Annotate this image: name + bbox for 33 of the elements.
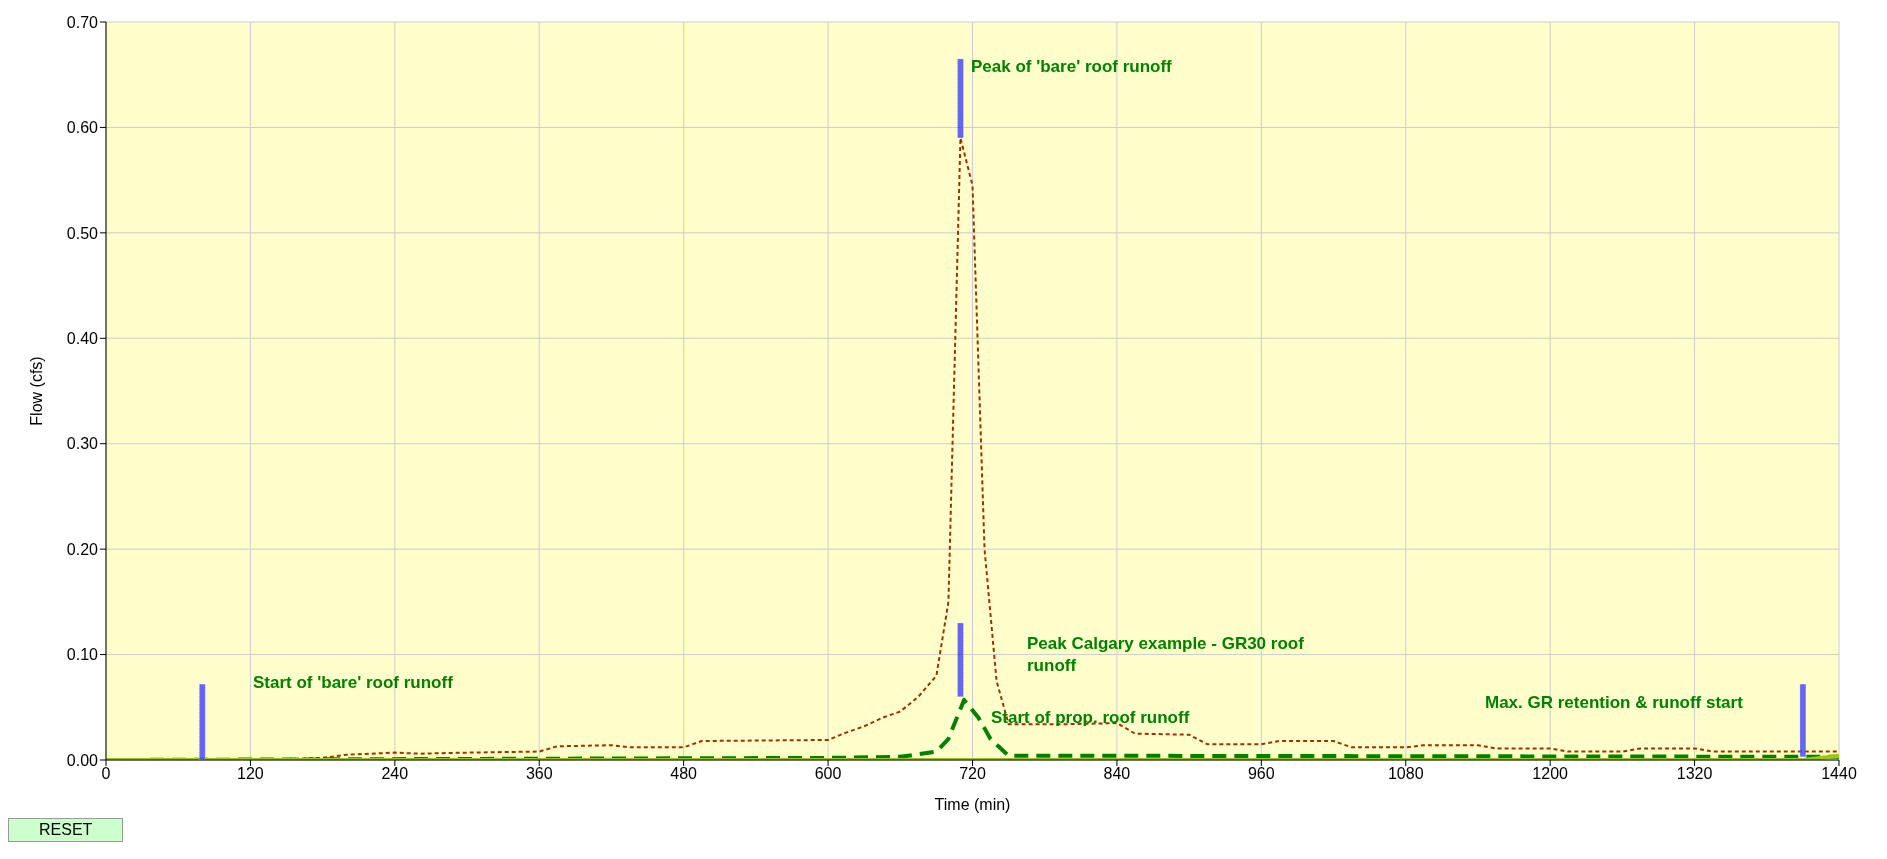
- y-tick-label: 0.50: [66, 224, 99, 242]
- bar: [957, 58, 964, 139]
- x-tick-label: 840: [1103, 765, 1131, 783]
- y-tick-label: 0.20: [66, 540, 99, 558]
- y-tick-label: 0.30: [66, 435, 99, 453]
- bar: [1799, 683, 1807, 758]
- annotation: Peak Calgary example - GR30 roof runoff: [1027, 633, 1305, 677]
- x-tick-label: 0: [101, 765, 111, 783]
- reset-button[interactable]: RESET: [8, 818, 124, 842]
- annotation: Max. GR retention & runoff start: [1485, 692, 1744, 714]
- x-tick-label: 1320: [1676, 765, 1713, 783]
- x-tick-label: 720: [959, 765, 986, 783]
- annotation: Start of 'bare' roof runoff: [253, 672, 454, 694]
- annotation: Start of prop. roof runoff: [991, 707, 1191, 729]
- x-tick-label: 1080: [1387, 765, 1424, 783]
- x-tick-label: 960: [1247, 765, 1275, 783]
- x-tick-label: 120: [237, 765, 264, 783]
- y-tick-label: 0.00: [66, 751, 99, 769]
- x-tick-label: 480: [670, 765, 698, 783]
- y-tick-label: 0.60: [66, 119, 99, 137]
- bar: [957, 622, 964, 697]
- x-tick-label: 600: [814, 765, 842, 783]
- x-tick-label: 360: [525, 765, 553, 783]
- y-tick-label: 0.40: [66, 329, 99, 347]
- annotation: Peak of 'bare' roof runoff: [971, 56, 1173, 78]
- x-tick-label: 1200: [1532, 765, 1569, 783]
- x-tick-label: 1440: [1821, 765, 1857, 783]
- y-tick-label: 0.10: [66, 646, 99, 664]
- x-tick-label: 240: [381, 765, 409, 783]
- y-axis-title: Flow (cfs): [27, 356, 45, 426]
- bar: [199, 683, 206, 760]
- y-tick-label: 0.70: [66, 13, 99, 31]
- x-axis-title: Time (min): [934, 796, 1011, 813]
